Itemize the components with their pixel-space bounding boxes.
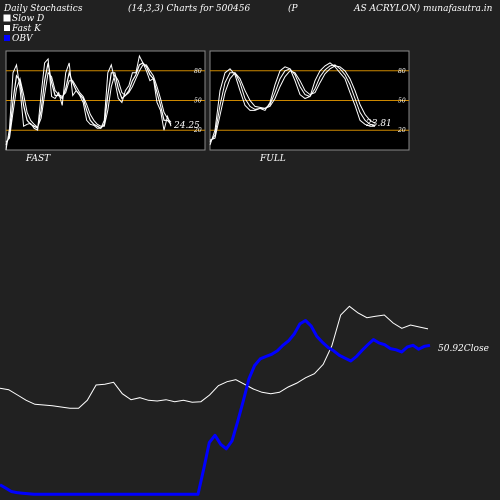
close-line — [0, 305, 429, 409]
fast-series-slow-k — [5, 62, 172, 146]
full-level-label-20: 20 — [397, 127, 406, 134]
legend-label-obv: OBV — [12, 34, 34, 44]
full-series-full-k — [209, 62, 375, 146]
obv-line — [0, 319, 431, 496]
full-last-value: 23.81 — [365, 119, 392, 129]
fast-series-slow-d — [5, 64, 172, 143]
fast-level-label-20: 20 — [193, 127, 202, 134]
fast-panel: 20 50 80 24.25 FAST — [5, 50, 206, 164]
fast-level-label-50: 50 — [194, 98, 202, 105]
legend-label-slow-d: Slow D — [12, 14, 44, 24]
fast-lines — [5, 54, 172, 151]
full-level-label-50: 50 — [398, 98, 406, 105]
fast-last-value: 24.25 — [173, 121, 200, 131]
full-level-label-80: 80 — [398, 68, 406, 75]
fast-caption: FAST — [25, 154, 51, 164]
full-lines — [209, 62, 376, 146]
chart-title: Daily Stochastics — [3, 4, 83, 14]
close-last-value: 50.92Close — [438, 344, 489, 354]
legend-swatch-fast-k — [4, 25, 10, 31]
legend-swatch-obv — [4, 35, 10, 41]
legend-label-fast-k: Fast K — [11, 24, 42, 34]
full-series-full-d2 — [209, 65, 376, 141]
full-caption: FULL — [259, 154, 286, 164]
full-panel: 20 50 80 23.81 FULL — [209, 50, 410, 164]
price-obv-lines — [0, 305, 431, 496]
company-rest: AS ACRYLON) munafasutra.in — [353, 3, 493, 14]
legend: Slow D Fast K OBV — [3, 14, 44, 44]
company-open: (P — [288, 3, 299, 14]
fast-level-label-80: 80 — [194, 68, 202, 75]
chart-params: (14,3,3) Charts for 500456 — [128, 3, 250, 14]
legend-swatch-slow-d — [3, 14, 11, 22]
